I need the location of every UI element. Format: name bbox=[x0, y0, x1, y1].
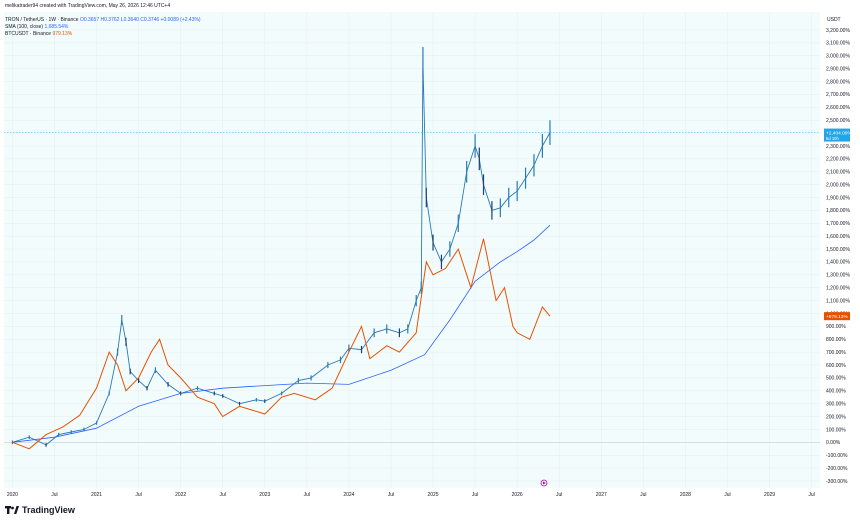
x-tick-label: Jul bbox=[472, 492, 478, 498]
x-tick-label: Jul bbox=[220, 492, 226, 498]
sma-value: 1,685.54% bbox=[44, 24, 69, 30]
y-axis: 3,200.00% 3,100.00% 3,000.00% 2,900.00% 2,80… bbox=[826, 28, 850, 485]
y-tick-label: 2,300.00% bbox=[826, 144, 850, 150]
y-tick-label: 2,700.00% bbox=[826, 92, 850, 98]
last-value-label: +2,404.00% bbox=[826, 130, 852, 136]
y-tick-label: 1,400.00% bbox=[826, 260, 850, 266]
x-tick-label: 2025 bbox=[427, 492, 438, 498]
y-tick-label: 100.00% bbox=[826, 427, 846, 433]
price-tags: +2,404.00%5d 10h +979.13% bbox=[824, 128, 852, 321]
y-tick-label: 1,300.00% bbox=[826, 273, 850, 279]
y-tick-label: 2,100.00% bbox=[826, 170, 850, 176]
y-tick-label: 400.00% bbox=[826, 389, 846, 395]
legend-main: TRON / TetherUS · 1W · Binance O0.3657 H… bbox=[5, 17, 201, 23]
y-tick-label: 700.00% bbox=[826, 350, 846, 356]
legend-sma: SMA (100, close) 1,685.54% bbox=[5, 24, 68, 30]
y-tick-label: 200.00% bbox=[826, 414, 846, 420]
legend-btc: BTCUSDT · Binance 979.13% bbox=[5, 31, 72, 37]
x-tick-label: Jul bbox=[304, 492, 310, 498]
tradingview-logo-icon bbox=[5, 506, 19, 514]
y-tick-label: 500.00% bbox=[826, 376, 846, 382]
x-tick-label: 2026 bbox=[512, 492, 523, 498]
y-tick-label: 1,500.00% bbox=[826, 247, 850, 253]
y-tick-label: 3,200.00% bbox=[826, 28, 850, 34]
y-tick-label: 1,600.00% bbox=[826, 234, 850, 240]
y-tick-label: 1,800.00% bbox=[826, 208, 850, 214]
btc-label: BTCUSDT · Binance bbox=[5, 31, 52, 37]
main-title: TRON / TetherUS · 1W · Binance bbox=[5, 17, 79, 23]
plot-background bbox=[4, 12, 820, 488]
x-tick-label: 2023 bbox=[259, 492, 270, 498]
x-tick-label: Jul bbox=[724, 492, 730, 498]
credit-line: melikatrader94 created with TradingView.… bbox=[5, 3, 171, 9]
last-value-tag bbox=[824, 128, 850, 142]
last-value-tag bbox=[824, 312, 850, 321]
x-tick-label: 2020 bbox=[7, 492, 18, 498]
tradingview-brand[interactable]: TradingView bbox=[5, 505, 75, 515]
x-tick-label: 2029 bbox=[764, 492, 775, 498]
y-tick-label: -100.00% bbox=[826, 453, 848, 459]
y-tick-label: 2,800.00% bbox=[826, 79, 850, 85]
y-tick-label: 1,700.00% bbox=[826, 221, 850, 227]
sma-label: SMA (100, close) bbox=[5, 24, 44, 30]
btc-value: 979.13% bbox=[52, 31, 73, 37]
y-tick-label: -200.00% bbox=[826, 466, 848, 472]
ohlc-values: O0.3657 H0.3762 L0.3640 C0.3746 +0.0089 … bbox=[79, 17, 201, 23]
x-tick-label: Jul bbox=[556, 492, 562, 498]
last-value-countdown: 5d 10h bbox=[826, 136, 839, 141]
tron-price-line bbox=[12, 62, 551, 446]
y-tick-label: 2,600.00% bbox=[826, 105, 850, 111]
y-tick-label: 0.00% bbox=[826, 440, 841, 446]
y-tick-label: 800.00% bbox=[826, 337, 846, 343]
y-tick-label: 1,900.00% bbox=[826, 195, 850, 201]
y-tick-label: 3,100.00% bbox=[826, 41, 850, 47]
y-tick-label: 2,900.00% bbox=[826, 66, 850, 72]
x-tick-label: Jul bbox=[388, 492, 394, 498]
x-tick-label: 2024 bbox=[343, 492, 354, 498]
x-tick-label: Jul bbox=[640, 492, 646, 498]
y-tick-label: 2,000.00% bbox=[826, 182, 850, 188]
y-tick-label: 900.00% bbox=[826, 324, 846, 330]
x-tick-label: Jul bbox=[808, 492, 814, 498]
y-tick-label: 300.00% bbox=[826, 401, 846, 407]
grid-lines bbox=[4, 12, 820, 488]
y-tick-label: -300.00% bbox=[826, 479, 848, 485]
x-tick-label: Jul bbox=[135, 492, 141, 498]
y-tick-label: 2,500.00% bbox=[826, 118, 850, 124]
y-tick-label: 2,200.00% bbox=[826, 157, 850, 163]
y-tick-label: 1,100.00% bbox=[826, 298, 850, 304]
x-tick-label: 2021 bbox=[91, 492, 102, 498]
y-tick-label: 3,000.00% bbox=[826, 54, 850, 60]
y-tick-label: 1,200.00% bbox=[826, 286, 850, 292]
series-layer bbox=[11, 47, 551, 450]
last-value-label: +979.13% bbox=[826, 314, 848, 320]
x-tick-label: 2027 bbox=[596, 492, 607, 498]
x-axis: 2020 Jul 2021 Jul 2022 Jul 2023 Jul 2024 Jul 2025 J… bbox=[7, 492, 815, 498]
btc-line bbox=[12, 238, 551, 450]
replay-icon[interactable] bbox=[540, 479, 548, 487]
x-tick-label: 2022 bbox=[175, 492, 186, 498]
x-tick-label: Jul bbox=[51, 492, 57, 498]
brand-name: TradingView bbox=[22, 505, 75, 515]
y-tick-label: 600.00% bbox=[826, 363, 846, 369]
x-tick-label: 2028 bbox=[680, 492, 691, 498]
y-axis-unit: USDT bbox=[827, 17, 841, 23]
sma-line bbox=[12, 224, 551, 443]
